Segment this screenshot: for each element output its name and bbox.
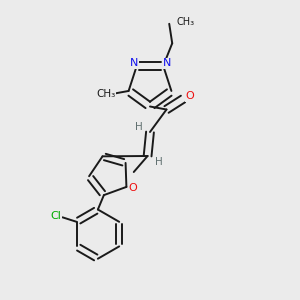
Text: N: N: [130, 58, 138, 68]
Text: O: O: [185, 91, 194, 101]
Text: O: O: [129, 183, 137, 194]
Text: H: H: [135, 122, 142, 132]
Text: N: N: [163, 58, 171, 68]
Text: Cl: Cl: [50, 212, 61, 221]
Text: H: H: [155, 157, 163, 167]
Text: CH₃: CH₃: [97, 89, 116, 99]
Text: CH₃: CH₃: [177, 17, 195, 27]
